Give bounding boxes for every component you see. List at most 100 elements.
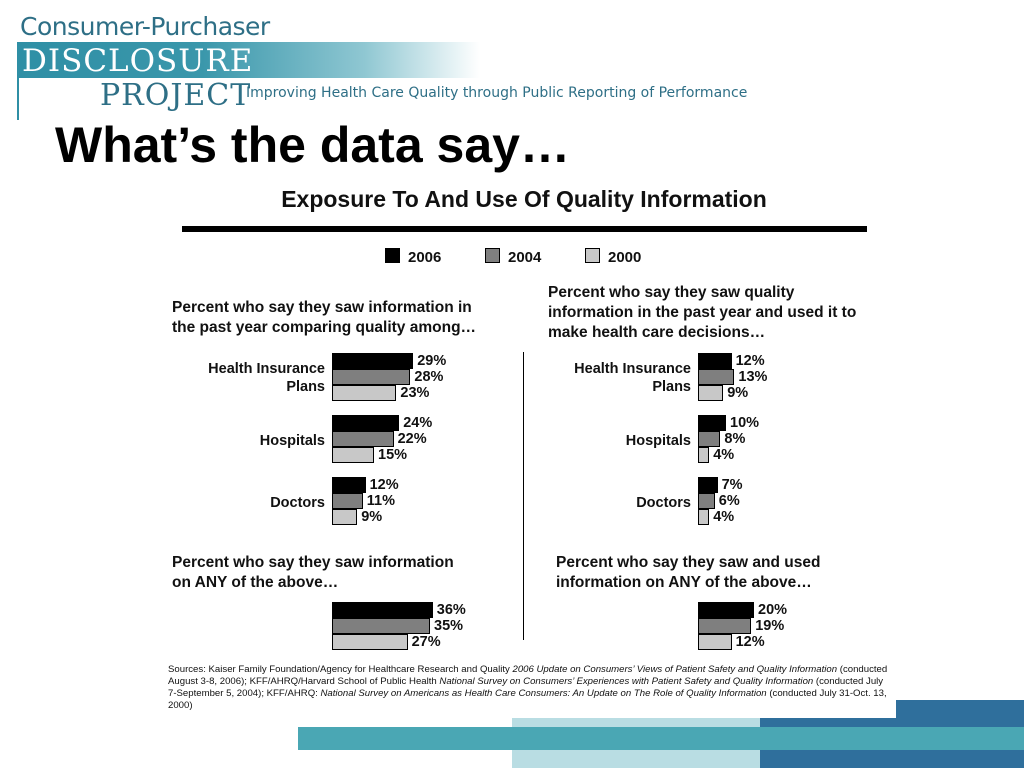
left-any-bar-2004	[332, 618, 430, 634]
left-bar-cat2-2004-label: 11%	[366, 493, 396, 509]
deco-band	[896, 700, 1024, 720]
left-category-doctors: Doctors	[170, 494, 325, 512]
right-bar-cat0-2004	[698, 369, 735, 385]
left-any-question-line: on ANY of the above…	[172, 574, 339, 591]
right-any-question-line: Percent who say they saw and used	[556, 554, 821, 571]
legend-item-2004: 2004	[485, 248, 541, 266]
source-text: National Survey on Americans as Health C…	[320, 688, 767, 699]
left-bar-cat0-2004-label: 28%	[414, 369, 444, 385]
right-question-line: information in the past year and used it…	[548, 304, 857, 321]
right-bar-cat1-2004	[698, 431, 721, 447]
left-bar-cat0-2006-label: 29%	[417, 353, 447, 369]
legend-swatch-2006	[385, 248, 400, 263]
logo-vertical-rule	[17, 78, 19, 120]
source-text: (conducted July 31-Oct. 13, 2000)	[168, 688, 887, 711]
left-any-bar-2004-label: 35%	[434, 618, 464, 634]
source-text: (conducted July 7-September 5, 2004); KF…	[168, 676, 884, 699]
source-text: 2006 Update on Consumers’ Views of Patie…	[512, 664, 838, 675]
category-line: Doctors	[270, 495, 325, 511]
right-bar-cat2-2004-label: 6%	[718, 493, 740, 509]
left-bar-cat0-2000	[332, 385, 397, 401]
right-bar-cat1-2000-label: 4%	[713, 447, 735, 463]
right-category-health-plans: Health Insurance Plans	[540, 360, 691, 396]
title-rule	[182, 226, 867, 232]
right-bar-cat1-2000	[698, 447, 710, 463]
left-bar-cat1-2000-label: 15%	[378, 447, 408, 463]
deco-band	[298, 727, 1024, 750]
left-bar-cat1-2006-label: 24%	[403, 415, 433, 431]
left-category-hospitals: Hospitals	[170, 432, 325, 450]
right-any-bar-2000	[698, 634, 732, 650]
left-any-bar-2000	[332, 634, 408, 650]
right-question: Percent who say they saw quality informa…	[548, 283, 856, 343]
logo-line3: PROJECT	[100, 78, 252, 113]
legend-label-2006: 2006	[408, 249, 442, 266]
left-bar-cat0-2000-label: 23%	[400, 385, 430, 401]
right-category-hospitals: Hospitals	[540, 432, 691, 450]
left-any-bar-2006-label: 36%	[436, 602, 466, 618]
right-question-line: Percent who say they saw quality	[548, 284, 795, 301]
category-line: Hospitals	[625, 433, 691, 449]
left-question-line: Percent who say they saw information in	[172, 299, 472, 316]
left-category-health-plans: Health Insurance Plans	[170, 360, 325, 396]
category-line: Doctors	[636, 495, 691, 511]
left-question: Percent who say they saw information in …	[172, 298, 476, 338]
left-bar-cat2-2004	[332, 493, 363, 509]
left-any-question: Percent who say they saw information on …	[172, 553, 454, 593]
left-question-line: the past year comparing quality among…	[172, 319, 477, 336]
legend-label-2000: 2000	[608, 249, 642, 266]
left-bar-cat1-2000	[332, 447, 374, 463]
left-bar-cat1-2006	[332, 415, 400, 431]
source-text: (conducted August 3-8, 2006); KFF/AHRQ/H…	[168, 664, 888, 687]
right-bar-cat2-2006-label: 7%	[721, 477, 743, 493]
left-any-bar-2006	[332, 602, 433, 618]
left-bar-cat1-2004-label: 22%	[397, 431, 427, 447]
right-bar-cat0-2006-label: 12%	[735, 353, 765, 369]
left-any-question-line: Percent who say they saw information	[172, 554, 454, 571]
legend-swatch-2000	[585, 248, 600, 263]
right-category-doctors: Doctors	[540, 494, 691, 512]
right-bar-cat0-2006	[698, 353, 732, 369]
source-text: National Survey on Consumers’ Experience…	[439, 676, 814, 687]
legend-item-2006: 2006	[385, 248, 441, 266]
logo-line2: DISCLOSURE	[22, 43, 254, 79]
right-bar-cat2-2006	[698, 477, 718, 493]
right-bar-cat0-2004-label: 13%	[738, 369, 768, 385]
left-bar-cat1-2004	[332, 431, 394, 447]
category-line: Health Insurance	[574, 361, 691, 377]
right-any-bar-2000-label: 12%	[735, 634, 765, 650]
right-bar-cat1-2006	[698, 415, 726, 431]
tagline: Improving Health Care Quality through Pu…	[246, 85, 748, 101]
logo-line1: Consumer-Purchaser	[20, 12, 270, 41]
right-any-bar-2004-label: 19%	[755, 618, 785, 634]
category-line: Plans	[286, 379, 325, 395]
chart-title: Exposure To And Use Of Quality Informati…	[281, 186, 767, 212]
right-any-bar-2006-label: 20%	[758, 602, 788, 618]
legend-swatch-2004	[485, 248, 500, 263]
source-text: Sources: Kaiser Family Foundation/Agency…	[168, 664, 513, 675]
right-any-question: Percent who say they saw and used inform…	[556, 553, 820, 593]
category-line: Health Insurance	[208, 361, 325, 377]
category-line: Plans	[652, 379, 691, 395]
right-any-bar-2006	[698, 602, 754, 618]
sources-note: Sources: Kaiser Family Foundation/Agency…	[168, 664, 888, 712]
logo-band	[17, 42, 480, 78]
right-bar-cat0-2000	[698, 385, 724, 401]
right-bar-cat2-2004	[698, 493, 715, 509]
left-any-bar-2000-label: 27%	[411, 634, 441, 650]
right-bar-cat1-2004-label: 8%	[724, 431, 746, 447]
left-bar-cat2-2000-label: 9%	[361, 509, 383, 525]
right-question-line: make health care decisions…	[548, 324, 766, 341]
legend-item-2000: 2000	[585, 248, 641, 266]
right-any-bar-2004	[698, 618, 752, 634]
left-bar-cat0-2004	[332, 369, 411, 385]
left-bar-cat2-2000	[332, 509, 358, 525]
right-any-question-line: information on ANY of the above…	[556, 574, 812, 591]
right-bar-cat1-2006-label: 10%	[730, 415, 760, 431]
panel-divider	[523, 352, 524, 640]
right-bar-cat0-2000-label: 9%	[727, 385, 749, 401]
left-bar-cat0-2006	[332, 353, 414, 369]
left-bar-cat2-2006-label: 12%	[369, 477, 399, 493]
right-bar-cat2-2000-label: 4%	[713, 509, 735, 525]
right-bar-cat2-2000	[698, 509, 710, 525]
